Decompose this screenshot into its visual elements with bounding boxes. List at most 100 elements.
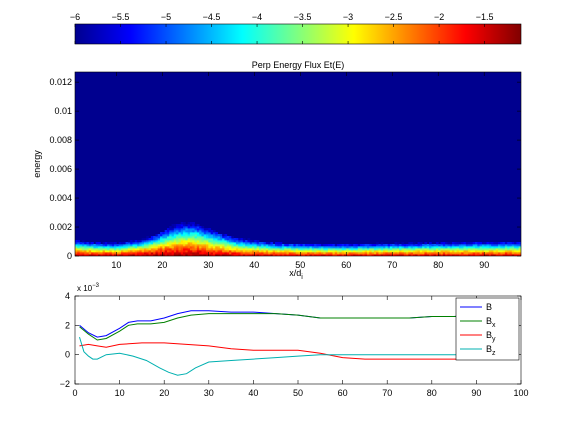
heatmap-cell [463,252,467,255]
heatmap-cell [178,236,182,239]
heatmap-cell [185,238,189,241]
heatmap-cell [442,246,446,249]
heatmap-cell [155,248,159,251]
heatmap-cell [514,246,517,249]
heatmap-cell [176,248,179,251]
heatmap-cell [194,240,198,243]
heatmap-cell [311,244,315,247]
heatmap-cell [500,244,504,247]
heatmap-cell [183,236,186,239]
heatmap-cell [458,248,462,251]
heatmap-cell [109,242,113,245]
heatmap-cell [166,240,170,243]
heatmap-cell [240,246,244,249]
heatmap-cell [162,236,166,239]
heatmap-cell [235,238,239,241]
heatmap-cell [134,254,138,256]
heatmap-cell [458,254,462,256]
heatmap-cell [160,248,163,251]
heatmap-cell [146,236,149,239]
heatmap-cell [433,244,437,247]
heatmap-cell [433,246,437,249]
heatmap-cell [355,252,359,255]
heatmap-cell [166,238,170,241]
heatmap-cell [314,244,317,247]
heatmap-cell [275,254,278,256]
heatmap-cell [233,248,237,251]
heatmap-cell [258,248,262,251]
heatmap-cell [410,242,414,245]
heatmap-cell [185,244,189,247]
heatmap-cell [304,254,308,256]
heatmap-cell [176,238,179,241]
heatmap-y-tick-label: 0.01 [54,106,72,116]
heatmap-cell [102,246,106,249]
heatmap-cell [134,246,138,249]
heatmap-cell [100,254,103,256]
heatmap-cell [518,248,521,251]
heatmap-cell [183,234,186,237]
heatmap-cell [514,250,517,253]
heatmap-cell [272,250,276,253]
heatmap-cell [84,252,87,255]
heatmap-cell [180,246,184,249]
heatmap-cell [183,244,186,247]
heatmap-cell [495,244,499,247]
heatmap-cell [355,246,359,249]
heatmap-cell [245,244,248,247]
heatmap-cell [284,250,287,253]
heatmap-cell [442,248,446,251]
heatmap-cell [396,254,400,256]
heatmap-cell [139,246,143,249]
heatmap-cell [79,246,83,249]
heatmap-cell [341,244,345,247]
heatmap-cell [320,244,324,247]
heatmap-cell [201,234,205,237]
heatmap-cell [219,240,223,243]
heatmap-cell [210,238,214,241]
heatmap-cell [81,244,85,247]
heatmap-cell [130,248,133,251]
heatmap-cell [300,250,303,253]
heatmap-cell [212,242,216,245]
heatmap-cell [141,238,145,241]
heatmap-cell [88,252,92,255]
heatmap-cell [348,252,352,255]
heatmap-cell [75,248,78,251]
heatmap-cell [132,242,136,245]
heatmap-cell [419,242,423,245]
heatmap-cell [486,250,490,253]
heatmap-cell [426,244,430,247]
heatmap-cell [141,246,145,249]
heatmap-cell [150,246,154,249]
heatmap-cell [132,252,136,255]
heatmap-cell [350,252,354,255]
heatmap-cell [343,252,347,255]
heatmap-cell [298,254,301,256]
heatmap-cell [203,248,207,251]
heatmap-cell [389,252,393,255]
heatmap-cell [399,250,402,253]
heatmap-cell [323,244,326,247]
heatmap-cell [146,248,149,251]
heatmap-cell [516,250,520,253]
heatmap-cell [183,232,186,235]
heatmap-cell [366,252,370,255]
heatmap-cell [311,250,315,253]
heatmap-cell [160,246,163,249]
heatmap-cell [465,254,469,256]
heatmap-cell [187,252,191,255]
heatmap-cell [169,230,172,233]
heatmap-cell [396,252,400,255]
heatmap-cell [504,244,508,247]
heatmap-cell [224,252,228,255]
heatmap-cell [153,244,156,247]
heatmap-cell [171,252,175,255]
heatmap-cell [102,252,106,255]
heatmap-cell [472,254,476,256]
heatmap-cell [201,230,205,233]
heatmap-cell [118,250,122,253]
heatmap-cell [199,250,202,253]
heatmap-cell [222,250,225,253]
heatmap-cell [109,250,113,253]
